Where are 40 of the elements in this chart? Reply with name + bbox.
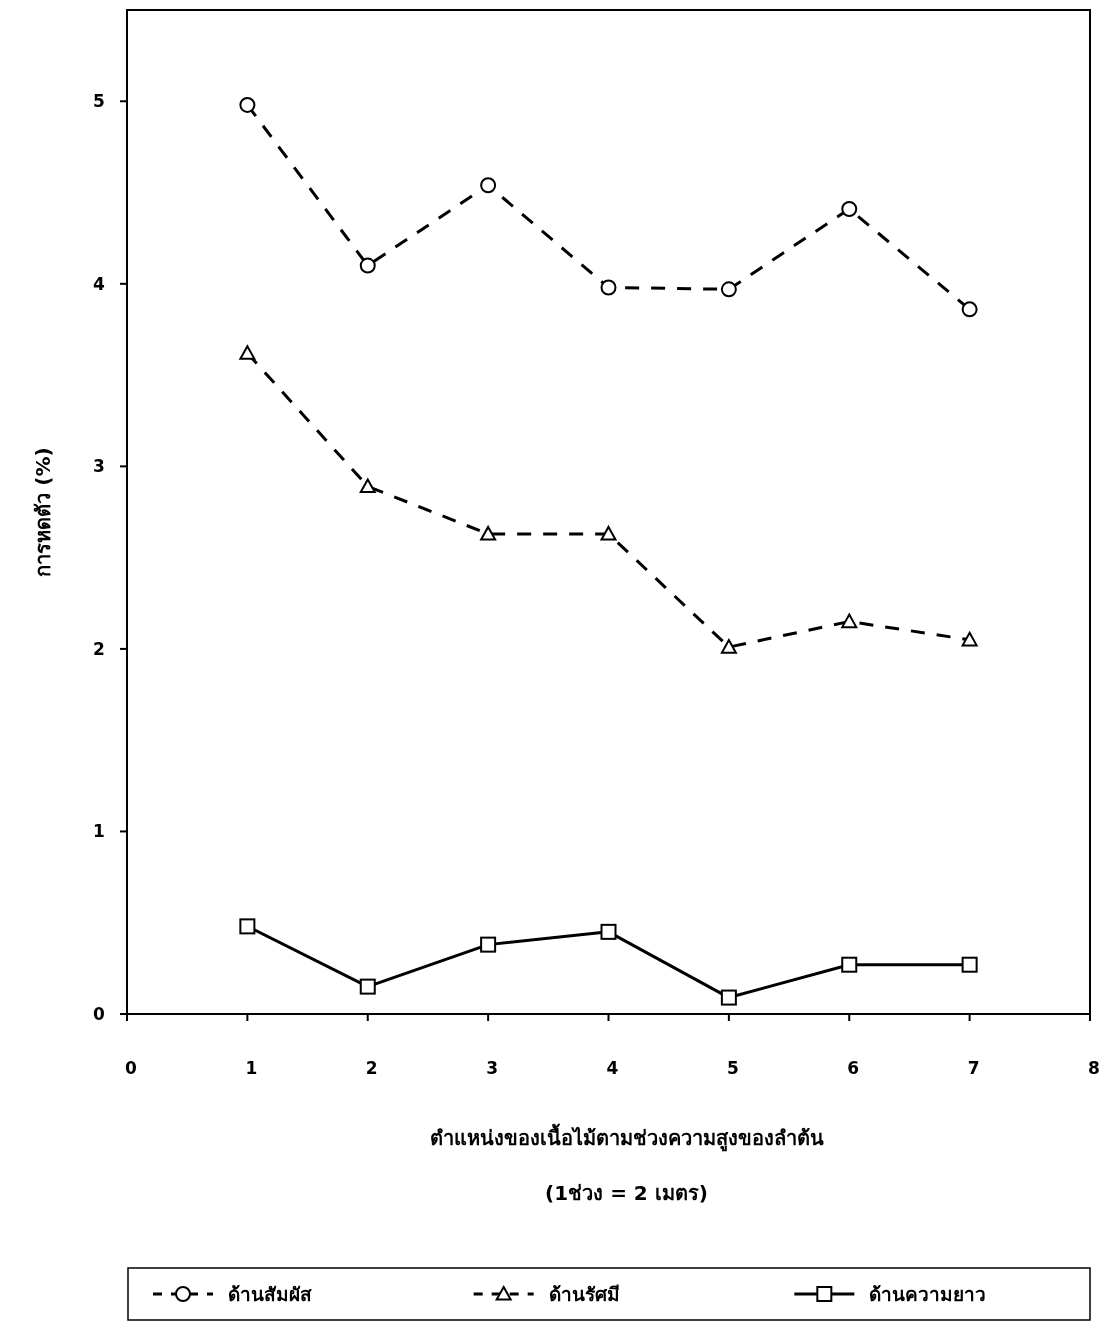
point	[359, 478, 376, 494]
point	[961, 956, 978, 973]
y-tick-label: 0	[93, 1004, 106, 1024]
point	[239, 345, 256, 360]
legend-label: ด้านความยาว	[869, 1283, 987, 1305]
y-axis-title: การหดตัว (%)	[31, 447, 55, 577]
x-tick-label: 1	[245, 1058, 258, 1078]
point	[961, 631, 978, 647]
y-tick-label: 2	[93, 638, 105, 659]
point	[841, 613, 858, 629]
point	[239, 96, 256, 113]
point	[480, 525, 497, 541]
y-tick-label: 5	[93, 91, 105, 112]
point	[600, 279, 617, 296]
y-tick-label: 4	[93, 273, 106, 294]
point	[841, 200, 858, 217]
x-tick-label: 4	[606, 1058, 619, 1078]
point	[720, 639, 737, 654]
x-tick-label: 7	[967, 1058, 980, 1078]
x-tick-label: 6	[847, 1058, 860, 1078]
legend-label: ด้านรัศมี	[548, 1283, 620, 1305]
y-tick-label: 3	[93, 456, 105, 477]
point	[600, 923, 617, 940]
point	[841, 956, 858, 973]
legend-label: ด้านสัมผัส	[228, 1283, 312, 1305]
x-tick-label: 8	[1088, 1058, 1099, 1078]
x-tick-label: 3	[486, 1058, 499, 1078]
point	[720, 281, 737, 298]
x-tick-label: 0	[125, 1058, 138, 1078]
point	[359, 257, 376, 274]
point	[720, 989, 737, 1006]
point	[600, 525, 617, 541]
x-tick-label: 2	[365, 1058, 378, 1078]
point	[480, 177, 497, 194]
point	[239, 918, 256, 935]
x-tick-label: 5	[726, 1058, 739, 1078]
point	[961, 301, 978, 318]
point	[359, 978, 376, 995]
point	[480, 936, 497, 953]
y-tick-label: 1	[93, 821, 105, 842]
